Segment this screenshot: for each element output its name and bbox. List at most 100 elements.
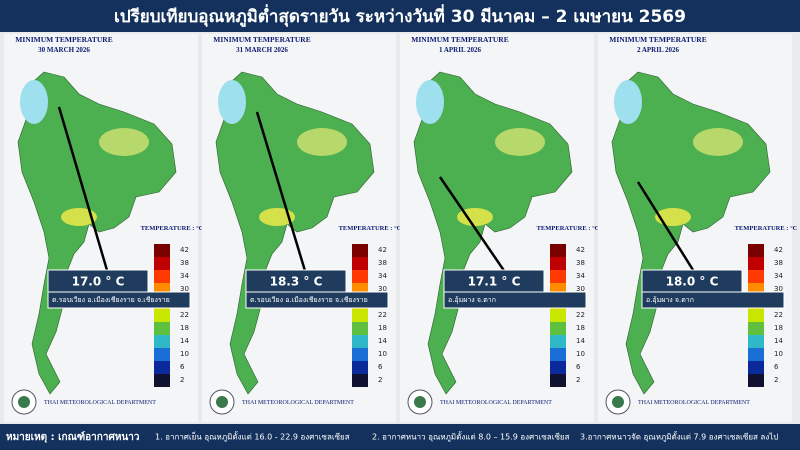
scale-label: 22 xyxy=(378,311,387,319)
temp-zone xyxy=(693,128,743,156)
panel-title: MINIMUM TEMPERATURE xyxy=(15,35,112,44)
footer-note: 1. อากาศเย็น อุณหภูมิตั้งแต่ 16.0 - 22.9… xyxy=(155,431,350,443)
scale-label: 2 xyxy=(180,376,184,384)
panel-credit: THAI METEOROLOGICAL DEPARTMENT xyxy=(44,400,156,406)
scale-swatch xyxy=(352,309,368,322)
scale-swatch xyxy=(550,244,566,257)
scale-swatch xyxy=(550,361,566,374)
callout-station-box xyxy=(641,291,785,309)
temp-zone xyxy=(297,128,347,156)
legend-title: TEMPERATURE : °C xyxy=(735,225,798,232)
panel-date: 30 MARCH 2026 xyxy=(38,46,90,54)
scale-swatch xyxy=(154,361,170,374)
scale-swatch xyxy=(748,348,764,361)
scale-label: 30 xyxy=(180,285,189,293)
scale-swatch xyxy=(352,361,368,374)
scale-label: 18 xyxy=(576,324,585,332)
temp-zone xyxy=(20,80,48,124)
temp-zone xyxy=(259,208,295,226)
scale-label: 42 xyxy=(378,246,387,254)
footer-note: 3.อากาศหนาวจัด อุณหภูมิตั้งแต่ 7.9 องศาเ… xyxy=(580,431,778,443)
tmd-logo-inner xyxy=(414,396,426,408)
scale-swatch xyxy=(748,257,764,270)
scale-swatch xyxy=(154,257,170,270)
footer-label: หมายเหตุ : เกณฑ์อากาศหนาว xyxy=(6,431,140,443)
scale-label: 34 xyxy=(180,272,189,280)
legend-title: TEMPERATURE : °C xyxy=(537,225,600,232)
scale-label: 34 xyxy=(576,272,585,280)
map-panel: MINIMUM TEMPERATURE 1 APRIL 2026 TEMPERATU… xyxy=(400,34,600,422)
scale-swatch xyxy=(154,348,170,361)
panel-date: 1 APRIL 2026 xyxy=(439,46,482,54)
scale-label: 38 xyxy=(180,259,189,267)
scale-label: 42 xyxy=(180,246,189,254)
temp-zone xyxy=(61,208,97,226)
header-title: เปรียบเทียบอุณหภูมิต่ำสุดรายวัน ระหว่างว… xyxy=(114,4,686,28)
pointer-line xyxy=(255,111,314,295)
scale-swatch xyxy=(748,374,764,387)
scale-label: 30 xyxy=(774,285,783,293)
temp-zone xyxy=(614,80,642,124)
callout-temp: 17.0 ° C xyxy=(72,275,125,289)
header-bar xyxy=(0,0,800,32)
scale-swatch xyxy=(352,348,368,361)
panel-title: MINIMUM TEMPERATURE xyxy=(411,35,508,44)
scale-label: 22 xyxy=(576,311,585,319)
scale-swatch xyxy=(550,335,566,348)
scale-label: 38 xyxy=(378,259,387,267)
scale-swatch xyxy=(748,335,764,348)
scale-label: 38 xyxy=(576,259,585,267)
panel-credit: THAI METEOROLOGICAL DEPARTMENT xyxy=(242,400,354,406)
callout-station: ต.รอบเวียง อ.เมืองเชียงราย จ.เชียงราย xyxy=(250,296,368,304)
scale-label: 2 xyxy=(774,376,778,384)
scale-swatch xyxy=(352,257,368,270)
scale-swatch xyxy=(550,270,566,283)
pointer-line xyxy=(57,106,116,295)
scale-label: 14 xyxy=(774,337,783,345)
scale-swatch xyxy=(550,348,566,361)
scale-label: 42 xyxy=(774,246,783,254)
scale-label: 2 xyxy=(378,376,382,384)
temp-zone xyxy=(457,208,493,226)
panel-credit: THAI METEOROLOGICAL DEPARTMENT xyxy=(440,400,552,406)
callout-station: อ.อุ้มผาง จ.ตาก xyxy=(448,296,496,304)
scale-swatch xyxy=(154,309,170,322)
tmd-logo-inner xyxy=(216,396,228,408)
temp-zone xyxy=(99,128,149,156)
scale-label: 18 xyxy=(378,324,387,332)
scale-label: 6 xyxy=(576,363,581,371)
scale-swatch xyxy=(748,361,764,374)
callout-station: อ.อุ้มผาง จ.ตาก xyxy=(646,296,694,304)
scale-label: 14 xyxy=(576,337,585,345)
scale-swatch xyxy=(550,257,566,270)
scale-label: 42 xyxy=(576,246,585,254)
temp-zone xyxy=(416,80,444,124)
map-panel: MINIMUM TEMPERATURE 2 APRIL 2026 TEMPERATU… xyxy=(598,34,798,422)
scale-label: 10 xyxy=(180,350,189,358)
scale-label: 22 xyxy=(774,311,783,319)
panel-title: MINIMUM TEMPERATURE xyxy=(213,35,310,44)
scale-label: 10 xyxy=(378,350,387,358)
scale-label: 6 xyxy=(378,363,383,371)
temp-zone xyxy=(218,80,246,124)
scale-label: 30 xyxy=(378,285,387,293)
scale-label: 10 xyxy=(576,350,585,358)
scale-swatch xyxy=(154,335,170,348)
panel-date: 2 APRIL 2026 xyxy=(637,46,680,54)
scale-label: 14 xyxy=(180,337,189,345)
temp-zone xyxy=(495,128,545,156)
scale-label: 38 xyxy=(774,259,783,267)
scale-label: 18 xyxy=(180,324,189,332)
footer-note: 2. อากาศหนาว อุณหภูมิตั้งแต่ 8.0 – 15.9 … xyxy=(372,431,570,443)
callout-station-box xyxy=(443,291,587,309)
scale-swatch xyxy=(748,270,764,283)
callout-temp: 17.1 ° C xyxy=(468,275,521,289)
scale-label: 30 xyxy=(576,285,585,293)
legend-title: TEMPERATURE : °C xyxy=(339,225,402,232)
scale-swatch xyxy=(154,322,170,335)
map-panel: MINIMUM TEMPERATURE 31 MARCH 2026 TEMPERAT… xyxy=(202,34,402,422)
footer-bar xyxy=(0,424,800,450)
scale-swatch xyxy=(550,309,566,322)
